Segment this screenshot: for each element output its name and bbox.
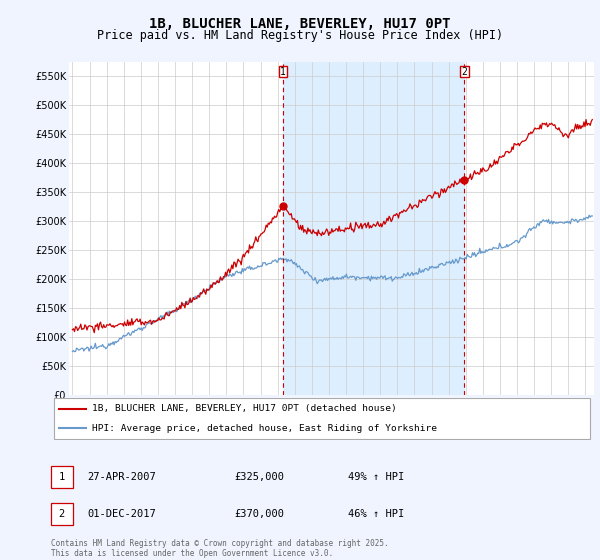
Text: £370,000: £370,000 bbox=[234, 509, 284, 519]
Text: 1B, BLUCHER LANE, BEVERLEY, HU17 0PT (detached house): 1B, BLUCHER LANE, BEVERLEY, HU17 0PT (de… bbox=[92, 404, 397, 413]
Text: HPI: Average price, detached house, East Riding of Yorkshire: HPI: Average price, detached house, East… bbox=[92, 424, 437, 433]
Text: 46% ↑ HPI: 46% ↑ HPI bbox=[348, 509, 404, 519]
FancyBboxPatch shape bbox=[54, 399, 590, 439]
Text: Contains HM Land Registry data © Crown copyright and database right 2025.
This d: Contains HM Land Registry data © Crown c… bbox=[51, 539, 389, 558]
Text: 27-APR-2007: 27-APR-2007 bbox=[87, 472, 156, 482]
Text: 1: 1 bbox=[59, 472, 65, 482]
Text: 2: 2 bbox=[461, 67, 467, 77]
Bar bbox=[283, 62, 464, 395]
Text: 01-DEC-2017: 01-DEC-2017 bbox=[87, 509, 156, 519]
Text: 2: 2 bbox=[59, 509, 65, 519]
Text: Price paid vs. HM Land Registry's House Price Index (HPI): Price paid vs. HM Land Registry's House … bbox=[97, 29, 503, 42]
Text: 1: 1 bbox=[280, 67, 286, 77]
Text: £325,000: £325,000 bbox=[234, 472, 284, 482]
FancyBboxPatch shape bbox=[460, 67, 469, 77]
Text: 49% ↑ HPI: 49% ↑ HPI bbox=[348, 472, 404, 482]
Text: 1B, BLUCHER LANE, BEVERLEY, HU17 0PT: 1B, BLUCHER LANE, BEVERLEY, HU17 0PT bbox=[149, 17, 451, 31]
FancyBboxPatch shape bbox=[279, 67, 287, 77]
